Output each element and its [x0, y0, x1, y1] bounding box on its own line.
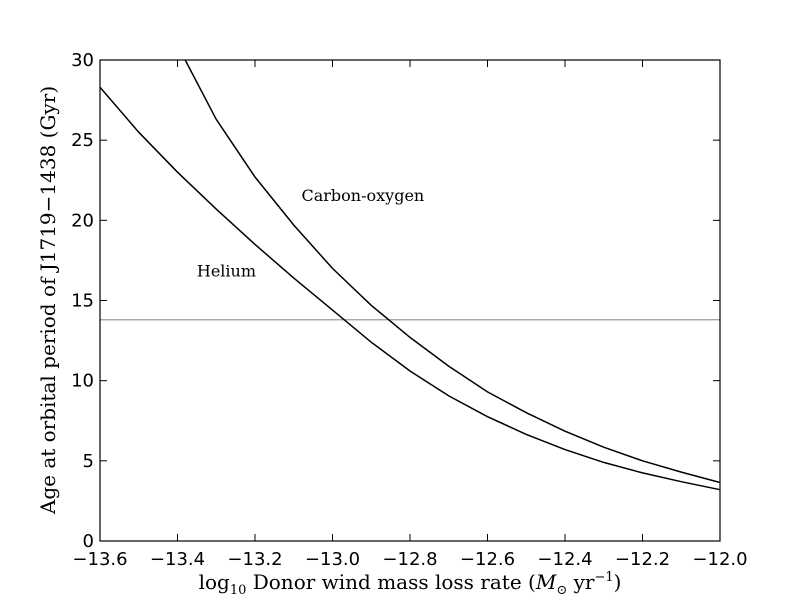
y-tick-label: 15 [71, 291, 94, 312]
series-line-carbon-oxygen [184, 59, 721, 484]
y-tick-label: 0 [83, 531, 94, 552]
x-tick-label: −13.2 [227, 549, 282, 570]
x-tick-label: −13.4 [150, 549, 205, 570]
x-tick-label: −12.8 [382, 549, 437, 570]
annotations: Carbon-oxygen Helium [197, 186, 424, 280]
series-annotation: Carbon-oxygen [302, 186, 425, 205]
x-tick-label: −13.0 [305, 549, 360, 570]
x-axis-ticks: −13.6 −13.4 −13.2 −13.0 −12.8 −12.6 −12.4 −12.2… [72, 60, 748, 570]
x-axis-label: log10 Donor wind mass loss rate (M⊙ yr−1… [199, 570, 622, 598]
x-tick-label: −13.6 [72, 549, 127, 570]
x-tick-label: −12.4 [537, 549, 592, 570]
series-annotation: Helium [197, 261, 256, 280]
y-tick-label: 20 [71, 210, 94, 231]
y-tick-label: 5 [83, 451, 94, 472]
y-tick-label: 25 [71, 130, 94, 151]
x-tick-label: −12.2 [615, 549, 670, 570]
y-axis-label: Age at orbital period of J1719−1438 (Gyr… [36, 86, 60, 515]
plot-marks [99, 59, 721, 491]
series-line-helium [99, 86, 721, 491]
y-tick-label: 10 [71, 371, 94, 392]
x-tick-label: −12.0 [692, 549, 747, 570]
y-tick-label: 30 [71, 50, 94, 71]
y-axis-ticks: 0 5 10 15 20 25 30 [71, 50, 720, 552]
x-tick-label: −12.6 [460, 549, 515, 570]
